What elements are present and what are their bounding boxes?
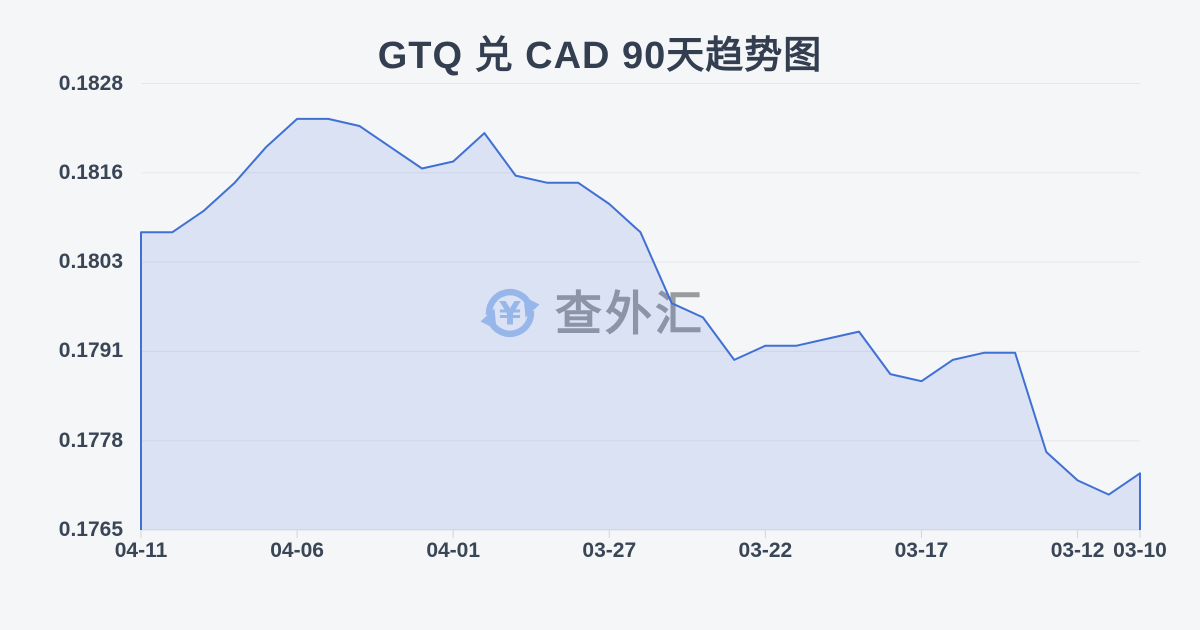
chart-title: GTQ 兑 CAD 90天趋势图 [377,35,823,77]
watermark-label: 查外汇 [555,290,705,337]
area-fill [141,118,1140,531]
yuan-symbol: ¥ [499,295,521,333]
watermark: ¥ 查外汇 [478,281,705,345]
trend-line [140,117,1141,530]
currency-exchange-icon: ¥ [480,288,540,338]
